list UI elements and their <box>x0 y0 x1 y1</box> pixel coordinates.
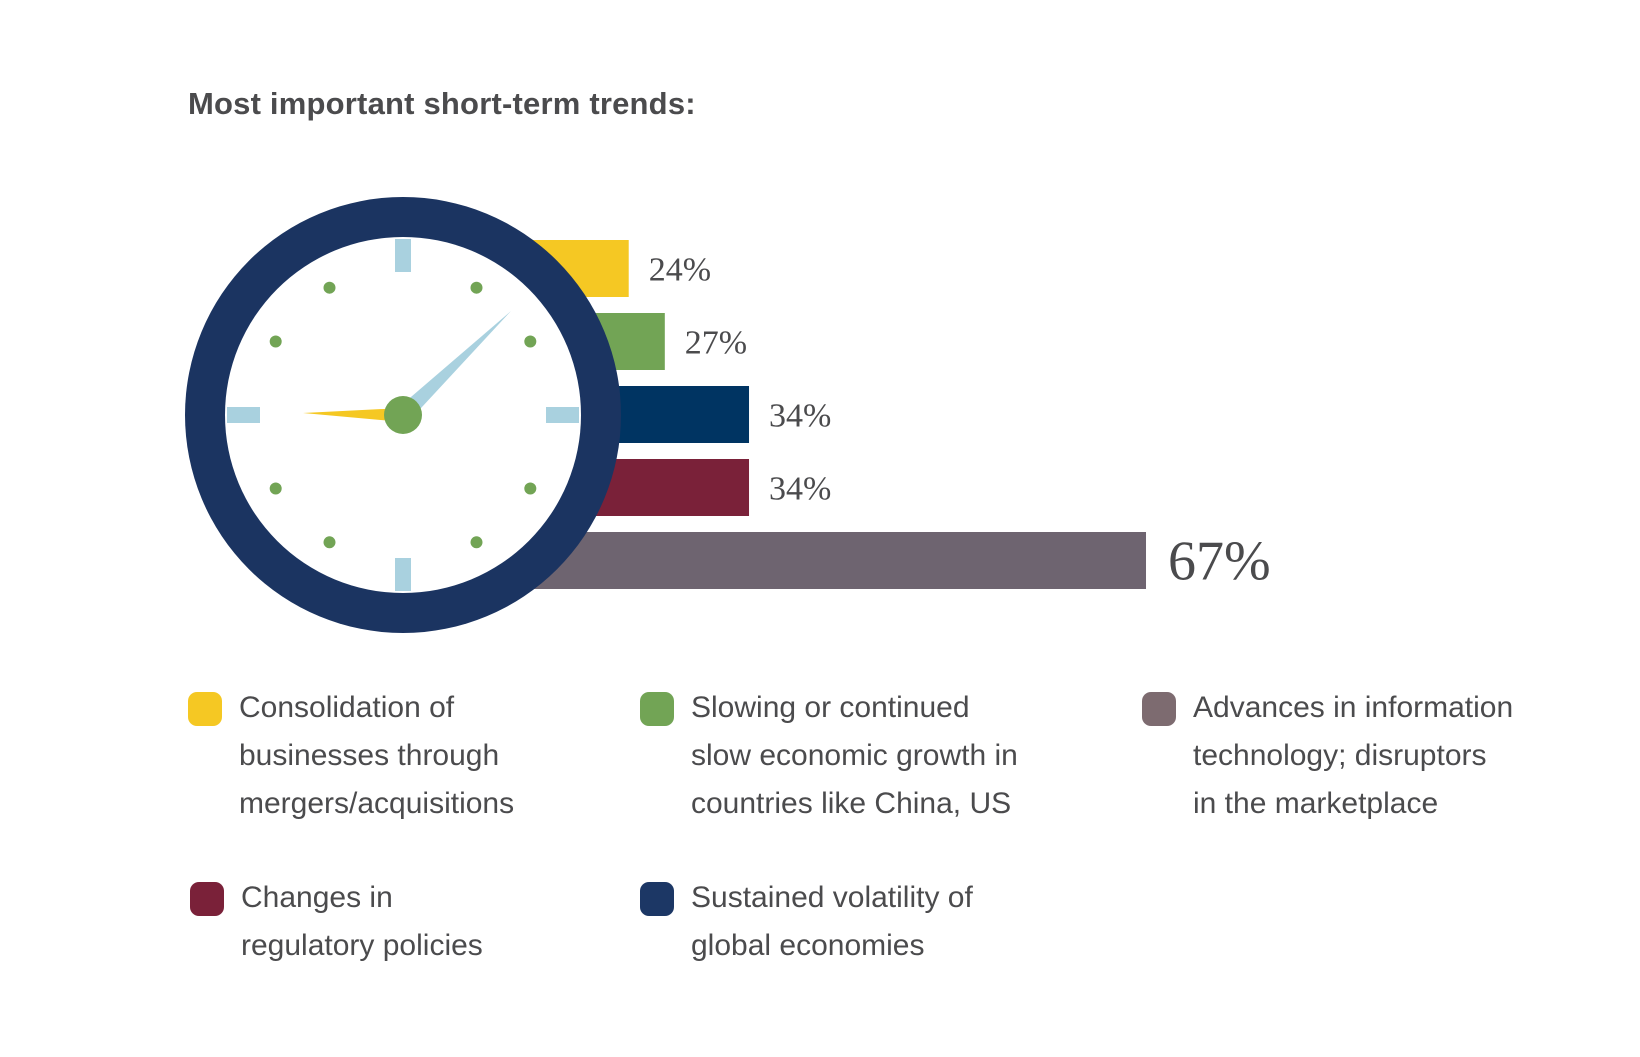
bar-value-label-1: 24% <box>649 252 711 289</box>
bar-value-label-5: 67% <box>1168 531 1271 593</box>
bar-5 <box>520 532 1147 589</box>
legend-item-regulatory-policies: Changes in regulatory policies <box>190 874 483 970</box>
legend-swatch-gray <box>1142 692 1176 726</box>
bar-value-label-2: 27% <box>685 325 747 362</box>
legend-swatch-maroon <box>190 882 224 916</box>
clock-tick-6 <box>395 558 411 591</box>
legend-swatch-navy <box>640 882 674 916</box>
clock-dot-300 <box>269 335 282 348</box>
clock-dot-210 <box>323 536 336 549</box>
clock-dot-60 <box>524 335 537 348</box>
clock-dot-240 <box>269 482 282 495</box>
legend-label: Changes in regulatory policies <box>241 881 483 962</box>
clock-dot-330 <box>323 281 336 294</box>
clock-tick-3 <box>546 407 579 423</box>
legend-item-information-technology: Advances in information technology; disr… <box>1142 684 1513 828</box>
clock-hour-hand <box>303 408 403 422</box>
legend-label: Sustained volatility of global economies <box>691 881 973 962</box>
clock-tick-9 <box>227 407 260 423</box>
legend-label: Advances in information technology; disr… <box>1193 691 1514 820</box>
bar-value-label-3: 34% <box>769 398 831 435</box>
clock-dot-30 <box>470 281 483 294</box>
chart-title: Most important short-term trends: <box>188 86 696 121</box>
clock-tick-12 <box>395 239 411 272</box>
bar-value-label-4: 34% <box>769 471 831 508</box>
clock-dot-120 <box>524 482 537 495</box>
clock-hub <box>384 396 422 434</box>
clock-minute-hand <box>397 311 511 421</box>
legend-label: Slowing or continued slow economic growt… <box>691 691 1018 820</box>
legend-swatch-yellow <box>188 692 222 726</box>
legend-item-consolidation: Consolidation of businesses through merg… <box>188 684 514 828</box>
legend-label: Consolidation of businesses through merg… <box>239 691 515 820</box>
legend-item-volatility: Sustained volatility of global economies <box>640 874 973 970</box>
legend-swatch-green <box>640 692 674 726</box>
legend-item-slowing-growth: Slowing or continued slow economic growt… <box>640 684 1018 828</box>
clock-dot-150 <box>470 536 483 549</box>
